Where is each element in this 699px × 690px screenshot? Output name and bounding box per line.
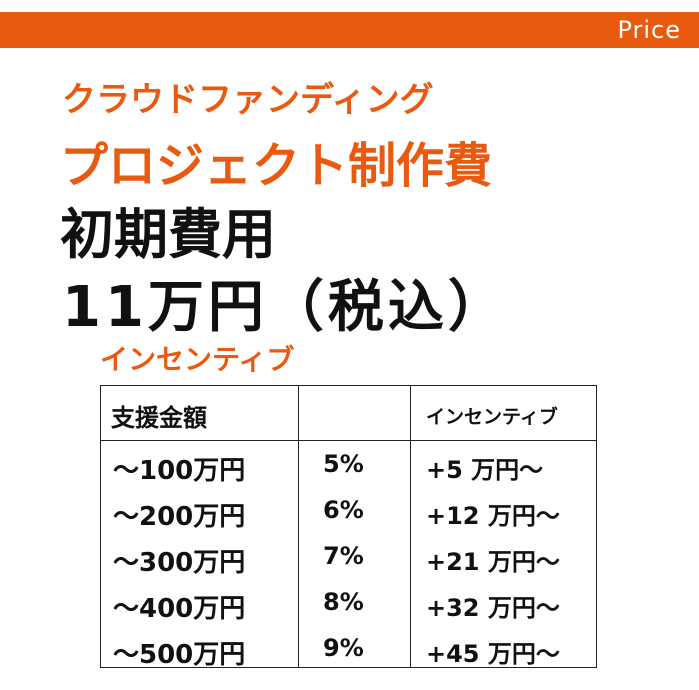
table-cell: 8% <box>323 588 364 616</box>
header-label: Price <box>617 16 681 44</box>
table-cell: +5 万円～ <box>426 456 544 484</box>
section-label: インセンティブ <box>100 343 295 376</box>
table-cell: ～500万円 <box>113 640 246 670</box>
column-divider <box>298 386 299 667</box>
title-line: プロジェクト制作費 <box>60 138 493 194</box>
table-cell: ～300万円 <box>113 548 246 578</box>
table-cell: 9% <box>323 634 364 662</box>
header-divider <box>101 440 596 441</box>
table-cell: +32 万円～ <box>426 594 560 622</box>
column-divider <box>410 386 411 667</box>
table-cell: +12 万円～ <box>426 502 560 530</box>
table-cell: 5% <box>323 450 364 478</box>
header-cell: インセンティブ <box>426 406 558 428</box>
table-cell: +21 万円～ <box>426 548 560 576</box>
table-cell: 7% <box>323 542 364 570</box>
title-line: クラウドファンディング <box>62 80 434 120</box>
table-cell: +45 万円～ <box>426 640 560 668</box>
table-cell: ～200万円 <box>113 502 246 532</box>
table-cell: ～100万円 <box>113 456 246 486</box>
table-cell: ～400万円 <box>113 594 246 624</box>
header-cell: 支援金額 <box>111 404 207 432</box>
header-bar <box>0 12 699 48</box>
table-cell: 6% <box>323 496 364 524</box>
price-line: 11万円（税込） <box>62 275 508 340</box>
table: 支援金額 インセンティブ ～100万円 5% +5 万円～ ～200万円 6% +12 万… <box>100 385 597 670</box>
title-line: 初期費用 <box>60 203 276 266</box>
